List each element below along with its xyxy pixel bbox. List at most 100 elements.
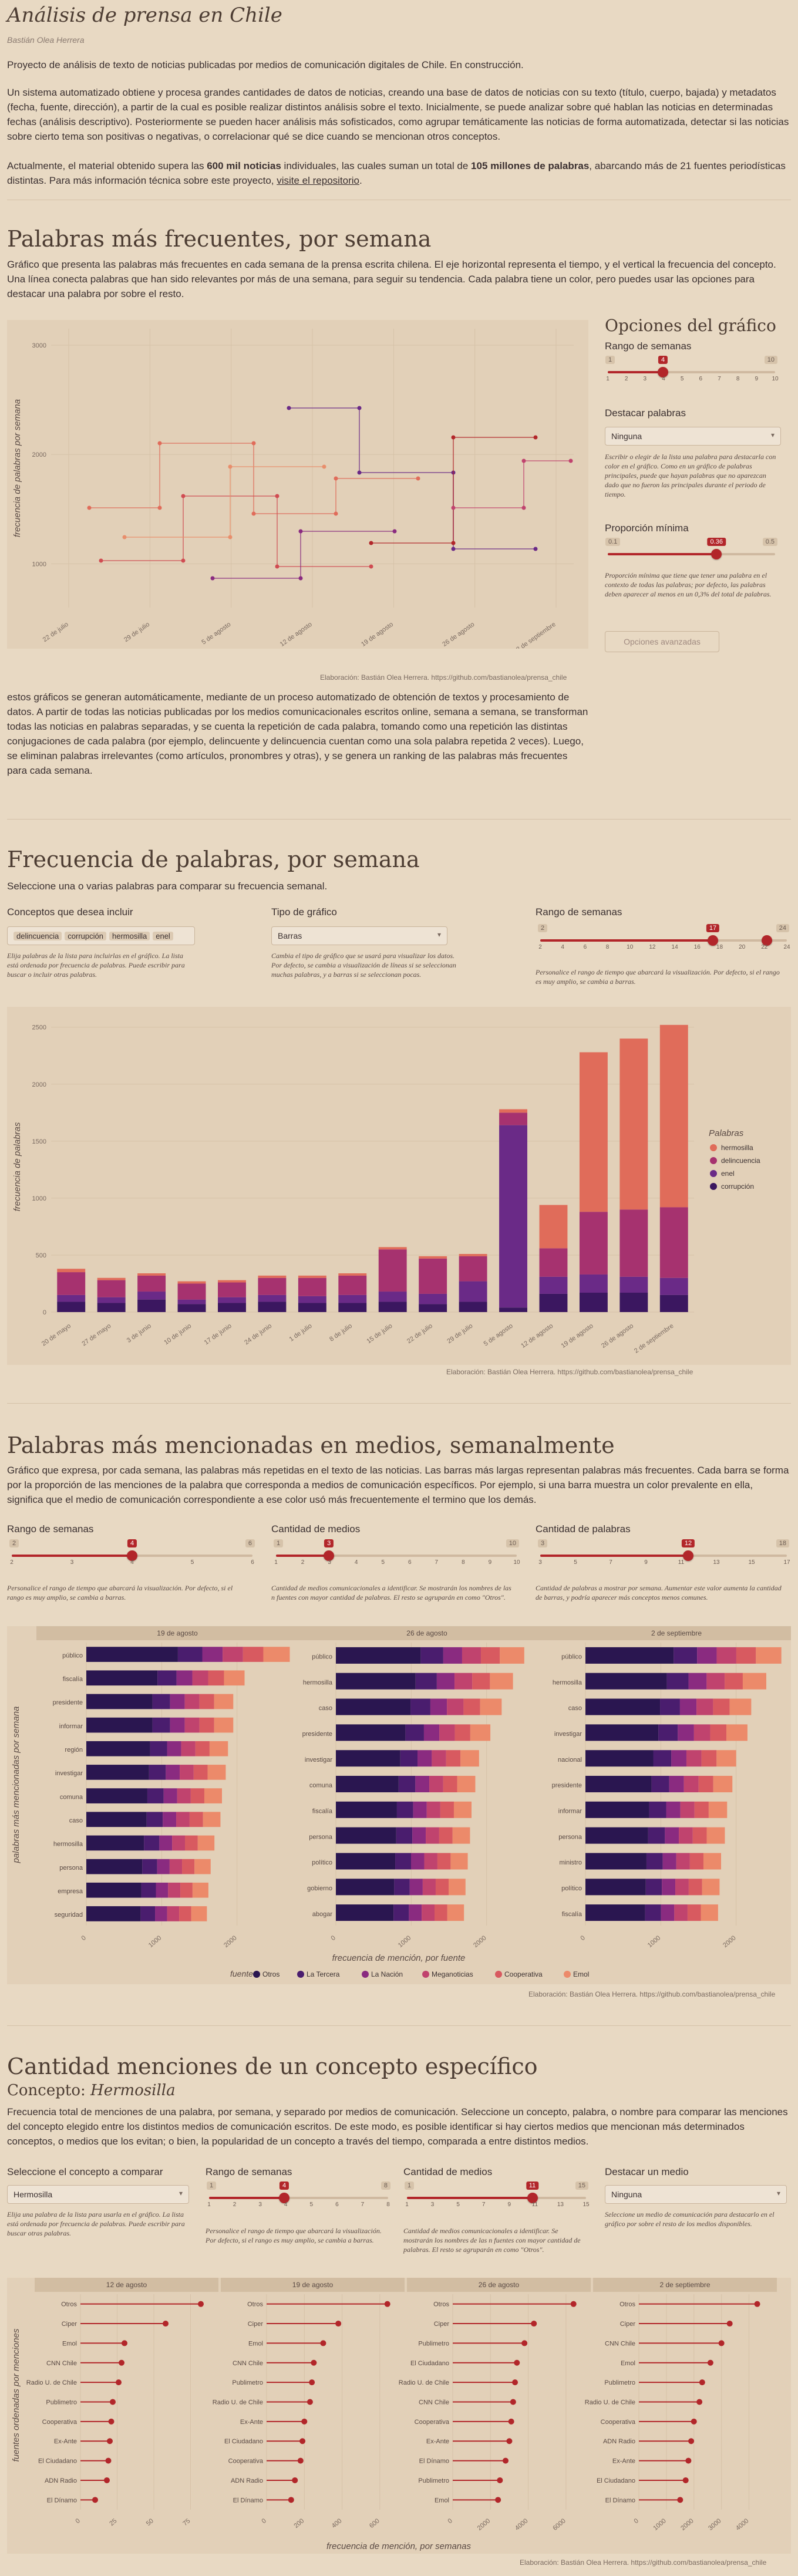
repo-link[interactable]: visite el repositorio — [277, 175, 359, 186]
y-axis-label: frecuencia de palabras por semana — [12, 399, 22, 537]
source-label: Cooperativa — [42, 2419, 78, 2426]
bar-segment — [208, 1670, 224, 1686]
slider-knob[interactable] — [683, 1550, 693, 1561]
legend-label: Emol — [573, 1970, 589, 1978]
week-range-slider[interactable]: 1 10 4 1 2 3 4 5 6 7 8 9 10 — [605, 356, 779, 385]
x-tick-label: 24 de junio — [243, 1323, 273, 1347]
legend-label: Meganoticias — [432, 1970, 473, 1978]
source-label: Otros — [61, 2301, 77, 2308]
concept-chip[interactable]: delincuencia — [14, 932, 62, 940]
lollipop-dot — [297, 2457, 304, 2464]
slider-knob[interactable] — [527, 2193, 538, 2203]
highlight-media-select[interactable]: Ninguna ▾ — [605, 2185, 787, 2204]
highlight-select[interactable]: Ninguna ▾ — [605, 427, 781, 446]
bar-segment — [97, 1277, 126, 1280]
slider-knob[interactable] — [711, 549, 722, 559]
slider-tick: 9 — [644, 1559, 648, 1566]
lollipop-dot — [510, 2399, 516, 2405]
slider-knob[interactable] — [324, 1550, 335, 1561]
x-tick-label: 0 — [261, 2517, 268, 2525]
x-axis-label: frecuencia de mención, por fuente — [332, 1953, 466, 1963]
word-label: informar — [59, 1723, 83, 1730]
lollipop-dot — [309, 2379, 315, 2386]
words-slider-3[interactable]: 3 18 12 3 5 7 9 11 13 15 17 — [538, 1539, 790, 1569]
source-label: El Dínamo — [47, 2497, 77, 2504]
concept-label: Concepto: — [7, 2082, 86, 2099]
bar-segment — [336, 1750, 400, 1767]
bar-segment — [430, 1698, 447, 1715]
bar-segment — [166, 1765, 180, 1780]
bar-segment — [258, 1277, 287, 1295]
source-label: Ex-Ante — [612, 2458, 635, 2465]
y-tick-label: 2000 — [32, 451, 46, 458]
bar-segment — [452, 1827, 470, 1844]
bar-segment — [184, 1694, 200, 1710]
word-label: público — [561, 1654, 582, 1661]
intro-3g: . — [359, 175, 362, 186]
bar-segment — [400, 1750, 417, 1767]
source-label: Publimetro — [46, 2399, 77, 2406]
word-label: político — [561, 1885, 582, 1892]
week-range-slider-4[interactable]: 1 8 4 1 2 3 4 5 6 7 8 — [207, 2181, 390, 2211]
facet-strip — [36, 1626, 318, 1640]
concept-chip[interactable]: corrupción — [65, 932, 106, 940]
x-tick-label: 2 de septiembre — [633, 1323, 675, 1355]
slider-tick: 9 — [488, 1559, 492, 1566]
slider-knob[interactable] — [127, 1550, 137, 1561]
slider-knob[interactable] — [708, 935, 718, 946]
bar-segment — [585, 1698, 661, 1715]
slider-tick: 10 — [772, 376, 779, 382]
slider-knob[interactable] — [658, 367, 669, 377]
word-label: público — [312, 1654, 332, 1661]
source-label: Radio U. de Chile — [213, 2399, 263, 2406]
bar-segment — [172, 1835, 185, 1851]
bar-segment — [436, 1673, 455, 1690]
section-1-title: Palabras más frecuentes, por semana — [7, 226, 432, 252]
chart-type-select[interactable]: Barras ▾ — [271, 926, 447, 945]
concept-chip[interactable]: hermosilla — [109, 932, 150, 940]
bar-segment — [57, 1272, 86, 1295]
legend-swatch — [422, 1971, 429, 1978]
type-label: Tipo de gráfico — [271, 906, 337, 918]
legend-swatch — [297, 1971, 304, 1978]
slider-tick: 5 — [190, 1559, 194, 1566]
concept-chip[interactable]: enel — [153, 932, 173, 940]
bar-segment — [177, 1299, 206, 1304]
lollipop-dot — [311, 2359, 317, 2366]
source-label: Otros — [433, 2301, 449, 2308]
slider-knob[interactable] — [279, 2193, 290, 2203]
source-label: ADN Radio — [45, 2477, 77, 2484]
concepts-select[interactable]: delincuencia corrupción hermosilla enel — [7, 926, 195, 945]
bar-segment — [223, 1647, 243, 1662]
word-label: empresa — [58, 1888, 83, 1895]
media-slider-4[interactable]: 1 15 11 1 3 5 7 9 11 13 15 — [405, 2181, 590, 2211]
concept-select[interactable]: Hermosilla ▾ — [7, 2185, 189, 2204]
x-tick-label: 19 de agosto — [360, 621, 395, 648]
bar-segment — [422, 1879, 436, 1896]
bar-segment — [181, 1741, 196, 1756]
slider-min: 1 — [274, 1539, 284, 1547]
legend-swatch — [495, 1971, 502, 1978]
concept-note: Elija una palabra de la lista para usarl… — [7, 2210, 185, 2237]
bar-segment — [410, 1698, 430, 1715]
bar-segment — [666, 1801, 681, 1818]
legend-label: delincuencia — [721, 1156, 760, 1165]
media-slider-3[interactable]: 1 10 3 1 2 3 4 5 6 7 8 9 10 — [274, 1539, 520, 1569]
bar-segment — [137, 1275, 166, 1292]
week-range-slider-2[interactable]: 2 24 17 2 4 6 8 10 12 14 16 18 20 22 24 — [538, 924, 790, 953]
slider-knob-end[interactable] — [762, 935, 773, 946]
bar-segment — [662, 1853, 676, 1870]
slider-min: 1 — [605, 356, 615, 364]
lollipop-dot — [384, 2301, 390, 2307]
data-point — [521, 505, 526, 510]
data-point — [210, 576, 215, 581]
concept-select-value: Hermosilla — [14, 2190, 53, 2199]
advanced-options-button[interactable]: Opciones avanzadas — [605, 631, 719, 652]
source-label: Emol — [435, 2497, 449, 2504]
week-range-slider-3[interactable]: 2 6 4 2 3 4 5 6 — [9, 1539, 255, 1569]
bar-segment — [710, 1724, 727, 1741]
source-label: El Dínamo — [419, 2458, 449, 2465]
prop-slider[interactable]: 0.1 0.5 0.36 — [605, 538, 777, 567]
bar-segment — [686, 1750, 702, 1767]
bar-segment — [177, 1304, 206, 1312]
